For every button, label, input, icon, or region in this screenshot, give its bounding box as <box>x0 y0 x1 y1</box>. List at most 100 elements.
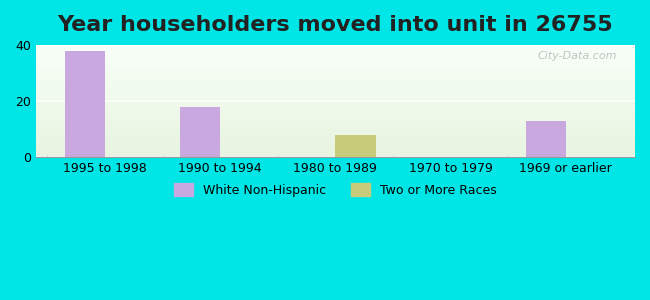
Bar <box>36 128 635 129</box>
Bar <box>36 100 635 101</box>
Bar <box>36 50 635 52</box>
Bar <box>36 75 635 76</box>
Bar <box>36 139 635 140</box>
Bar <box>36 66 635 68</box>
Bar <box>36 81 635 82</box>
Bar <box>36 62 635 63</box>
Bar <box>36 113 635 115</box>
Bar <box>36 133 635 134</box>
Bar <box>36 127 635 128</box>
Bar <box>36 68 635 70</box>
Bar <box>36 154 635 155</box>
Bar <box>36 83 635 84</box>
Bar <box>36 71 635 72</box>
Bar <box>36 140 635 142</box>
Bar <box>36 120 635 121</box>
Bar <box>36 70 635 71</box>
Bar <box>36 134 635 135</box>
Bar <box>36 129 635 130</box>
Bar <box>36 104 635 106</box>
Bar <box>36 153 635 154</box>
Bar <box>36 155 635 156</box>
Bar <box>36 84 635 86</box>
Bar <box>36 126 635 127</box>
Bar <box>36 118 635 119</box>
Bar <box>36 46 635 47</box>
Bar <box>36 111 635 112</box>
Bar <box>36 45 635 46</box>
Bar <box>36 145 635 146</box>
Bar <box>64 50 105 157</box>
Bar <box>36 108 635 109</box>
Bar <box>36 110 635 111</box>
Bar <box>36 103 635 104</box>
Bar <box>36 76 635 77</box>
Bar <box>36 117 635 118</box>
Bar <box>525 121 566 157</box>
Bar <box>36 106 635 107</box>
Bar <box>36 85 635 86</box>
Bar <box>36 79 635 80</box>
Bar <box>36 131 635 133</box>
Bar <box>180 107 220 157</box>
Bar <box>36 119 635 120</box>
Bar <box>36 130 635 131</box>
Bar <box>36 124 635 125</box>
Bar <box>36 109 635 110</box>
Bar <box>36 59 635 61</box>
Bar <box>36 156 635 157</box>
Bar <box>36 95 635 97</box>
Bar <box>36 64 635 65</box>
Bar <box>36 149 635 151</box>
Bar <box>36 86 635 88</box>
Bar <box>36 63 635 64</box>
Bar <box>36 55 635 56</box>
Bar <box>36 143 635 144</box>
Bar <box>36 65 635 66</box>
Bar <box>36 148 635 149</box>
Bar <box>36 147 635 148</box>
Bar <box>36 121 635 122</box>
Bar <box>36 107 635 108</box>
Bar <box>36 82 635 83</box>
Bar <box>36 73 635 74</box>
Bar <box>335 135 376 157</box>
Legend: White Non-Hispanic, Two or More Races: White Non-Hispanic, Two or More Races <box>169 178 502 202</box>
Bar <box>36 47 635 48</box>
Bar <box>36 52 635 53</box>
Bar <box>36 57 635 59</box>
Bar <box>36 151 635 152</box>
Bar <box>36 98 635 99</box>
Bar <box>36 136 635 137</box>
Bar <box>36 116 635 117</box>
Bar <box>36 146 635 147</box>
Bar <box>36 61 635 62</box>
Bar <box>36 90 635 91</box>
Bar <box>36 144 635 145</box>
Bar <box>36 48 635 50</box>
Bar <box>36 91 635 92</box>
Bar <box>36 77 635 79</box>
Bar <box>36 142 635 143</box>
Bar <box>36 152 635 153</box>
Bar <box>36 94 635 95</box>
Text: City-Data.com: City-Data.com <box>538 50 617 61</box>
Bar <box>36 122 635 124</box>
Bar <box>36 88 635 89</box>
Bar <box>36 80 635 81</box>
Bar <box>36 97 635 98</box>
Bar <box>36 93 635 94</box>
Bar <box>36 58 635 59</box>
Bar <box>36 99 635 100</box>
Bar <box>36 115 635 116</box>
Bar <box>36 135 635 136</box>
Title: Year householders moved into unit in 26755: Year householders moved into unit in 267… <box>58 15 613 35</box>
Bar <box>36 92 635 93</box>
Bar <box>36 102 635 103</box>
Bar <box>36 125 635 126</box>
Bar <box>36 72 635 73</box>
Bar <box>36 89 635 90</box>
Bar <box>36 112 635 113</box>
Bar <box>36 138 635 139</box>
Bar <box>36 137 635 138</box>
